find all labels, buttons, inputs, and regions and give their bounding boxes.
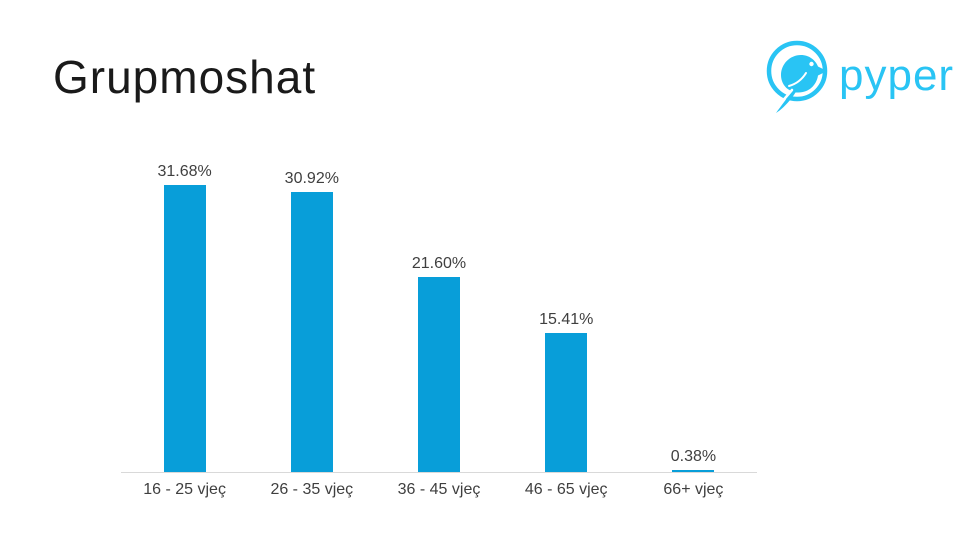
bar <box>163 185 206 473</box>
bar-value-label: 0.38% <box>670 448 717 465</box>
bar-group: 30.92% <box>248 150 375 473</box>
bar <box>672 470 715 473</box>
x-axis-tick-label: 16 - 25 vjeç <box>143 481 226 498</box>
page-title: Grupmoshat <box>53 51 317 103</box>
bar-value-label: 30.92% <box>284 170 339 187</box>
bar-chart: 31.68% 30.92% 21.60% 15.41% 0.38% <box>121 150 757 473</box>
x-axis-labels: 16 - 25 vjeç 26 - 35 vjeç 36 - 45 vjeç 4… <box>121 481 757 499</box>
bar-group: 15.41% <box>503 150 630 473</box>
brand-logo: pyper <box>763 36 954 124</box>
x-axis-tick-label: 46 - 65 vjeç <box>524 481 608 498</box>
bar-group: 31.68% <box>121 150 248 473</box>
bar-group: 21.60% <box>375 150 502 473</box>
bar <box>290 192 333 473</box>
bar-value-label: 31.68% <box>157 163 212 180</box>
bar <box>545 333 588 473</box>
brand-name: pyper <box>839 51 955 100</box>
x-axis-tick-label: 66+ vjeç <box>663 481 724 498</box>
x-axis-tick-label: 26 - 35 vjeç <box>270 481 354 498</box>
bar <box>418 277 460 473</box>
x-axis-line <box>121 472 757 473</box>
bar-value-label: 21.60% <box>411 255 467 272</box>
pyper-bird-icon <box>766 40 828 113</box>
bar-group: 0.38% <box>630 150 757 473</box>
x-axis-tick-label: 36 - 45 vjeç <box>397 481 481 498</box>
bar-value-label: 15.41% <box>539 311 594 328</box>
